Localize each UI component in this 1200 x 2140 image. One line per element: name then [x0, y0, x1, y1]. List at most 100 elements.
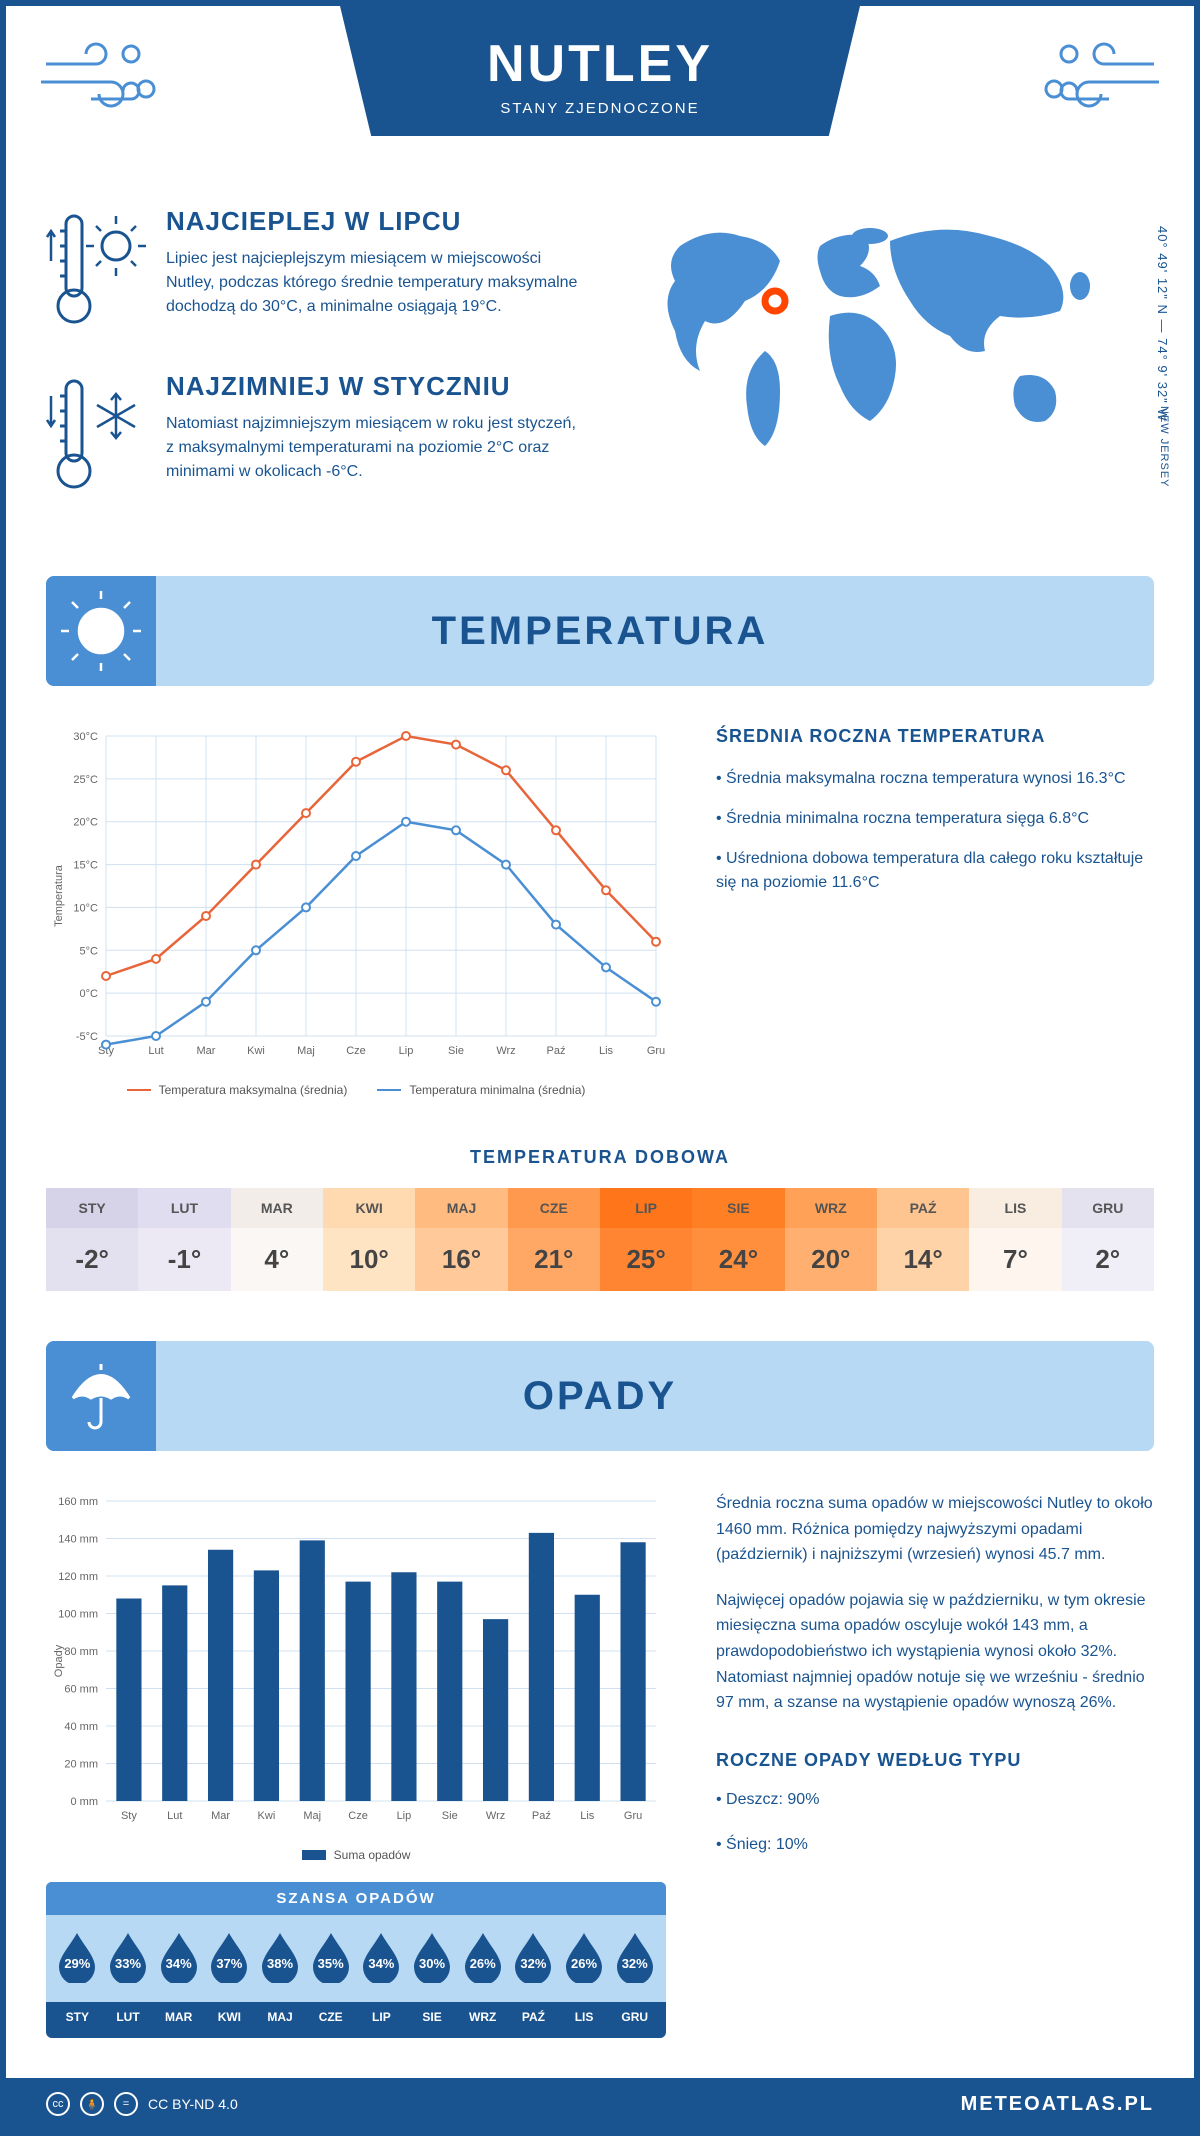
license-text: CC BY-ND 4.0 — [148, 2096, 238, 2112]
svg-text:40 mm: 40 mm — [64, 1721, 98, 1733]
svg-text:140 mm: 140 mm — [58, 1534, 98, 1546]
thermometer-sun-icon — [46, 206, 146, 341]
chance-drop: 37% — [204, 1929, 255, 1988]
coldest-block: NAJZIMNIEJ W STYCZNIU Natomiast najzimni… — [46, 371, 580, 506]
precipitation-bar-chart: 0 mm 20 mm 40 mm 60 mm 80 mm 100 mm 120 mm 140 … — [46, 1491, 666, 1862]
daily-cell: PAŹ14° — [877, 1188, 969, 1291]
thermometer-snow-icon — [46, 371, 146, 506]
page-title: NUTLEY — [340, 34, 860, 94]
title-banner: NUTLEY STANY ZJEDNOCZONE — [340, 6, 860, 136]
svg-text:Maj: Maj — [297, 1045, 315, 1057]
chance-drop: 35% — [305, 1929, 356, 1988]
location-marker — [765, 291, 785, 311]
svg-text:80 mm: 80 mm — [64, 1646, 98, 1658]
svg-text:Sie: Sie — [448, 1045, 464, 1057]
daily-cell: GRU2° — [1062, 1188, 1154, 1291]
svg-text:Sty: Sty — [121, 1810, 137, 1822]
svg-text:160 mm: 160 mm — [58, 1496, 98, 1508]
umbrella-icon — [46, 1341, 156, 1451]
svg-text:Cze: Cze — [348, 1810, 368, 1822]
svg-text:20°C: 20°C — [73, 817, 98, 829]
chance-drop: 34% — [153, 1929, 204, 1988]
legend-min: Temperatura minimalna (średnia) — [377, 1083, 585, 1097]
precip-type-rain: • Deszcz: 90% — [716, 1787, 1154, 1813]
svg-text:Cze: Cze — [346, 1045, 366, 1057]
chance-drop: 34% — [356, 1929, 407, 1988]
chance-drop: 29% — [52, 1929, 103, 1988]
svg-text:20 mm: 20 mm — [64, 1759, 98, 1771]
chance-drop: 32% — [508, 1929, 559, 1988]
daily-cell: STY-2° — [46, 1188, 138, 1291]
chance-drop: 33% — [103, 1929, 154, 1988]
daily-temp-title: TEMPERATURA DOBOWA — [6, 1147, 1194, 1168]
page-footer: cc 🧍 = CC BY-ND 4.0 METEOATLAS.PL — [6, 2078, 1194, 2130]
svg-text:60 mm: 60 mm — [64, 1684, 98, 1696]
chance-month-label: GRU — [609, 2010, 660, 2024]
wind-icon — [1034, 34, 1164, 129]
daily-cell: MAR4° — [231, 1188, 323, 1291]
svg-text:Mar: Mar — [197, 1045, 216, 1057]
precip-text-1: Średnia roczna suma opadów w miejscowośc… — [716, 1491, 1154, 1568]
legend-max: Temperatura maksymalna (średnia) — [127, 1083, 348, 1097]
temperature-line-chart: -5°C0°C5°C10°C15°C20°C25°C30°CStyLutMarK… — [46, 726, 666, 1097]
warmest-block: NAJCIEPLEJ W LIPCU Lipiec jest najcieple… — [46, 206, 580, 341]
page-header: NUTLEY STANY ZJEDNOCZONE — [6, 6, 1194, 176]
svg-text:0 mm: 0 mm — [71, 1796, 99, 1808]
avg-temp-p2: • Średnia minimalna roczna temperatura s… — [716, 807, 1154, 831]
coldest-title: NAJZIMNIEJ W STYCZNIU — [166, 371, 580, 402]
region-label: NEW JERSEY — [1158, 406, 1170, 488]
svg-text:30°C: 30°C — [73, 731, 98, 743]
svg-text:100 mm: 100 mm — [58, 1609, 98, 1621]
chance-drop: 32% — [609, 1929, 660, 1988]
wind-icon — [36, 34, 166, 129]
daily-temp-table: STY-2°LUT-1°MAR4°KWI10°MAJ16°CZE21°LIP25… — [46, 1188, 1154, 1291]
avg-temp-p1: • Średnia maksymalna roczna temperatura … — [716, 767, 1154, 791]
svg-text:Lis: Lis — [580, 1810, 595, 1822]
svg-text:Mar: Mar — [211, 1810, 230, 1822]
svg-text:Maj: Maj — [303, 1810, 321, 1822]
nd-icon: = — [114, 2092, 138, 2116]
svg-text:-5°C: -5°C — [76, 1031, 98, 1043]
site-name: METEOATLAS.PL — [961, 2093, 1154, 2116]
chance-month-label: STY — [52, 2010, 103, 2024]
chance-month-label: KWI — [204, 2010, 255, 2024]
precip-type-snow: • Śnieg: 10% — [716, 1832, 1154, 1858]
svg-text:Wrz: Wrz — [486, 1810, 505, 1822]
chance-month-label: LIS — [559, 2010, 610, 2024]
svg-text:25°C: 25°C — [73, 774, 98, 786]
warmest-title: NAJCIEPLEJ W LIPCU — [166, 206, 580, 237]
avg-temp-title: ŚREDNIA ROCZNA TEMPERATURA — [716, 726, 1154, 747]
svg-text:0°C: 0°C — [80, 988, 99, 1000]
chance-month-label: SIE — [407, 2010, 458, 2024]
precip-type-title: ROCZNE OPADY WEDŁUG TYPU — [716, 1746, 1154, 1775]
chance-month-label: LIP — [356, 2010, 407, 2024]
svg-text:Gru: Gru — [647, 1045, 665, 1057]
daily-cell: CZE21° — [508, 1188, 600, 1291]
svg-text:Lut: Lut — [148, 1045, 163, 1057]
svg-text:Gru: Gru — [624, 1810, 642, 1822]
svg-text:120 mm: 120 mm — [58, 1571, 98, 1583]
svg-text:Kwi: Kwi — [247, 1045, 265, 1057]
chance-month-label: LUT — [103, 2010, 154, 2024]
svg-text:Paź: Paź — [547, 1045, 566, 1057]
daily-cell: KWI10° — [323, 1188, 415, 1291]
svg-text:15°C: 15°C — [73, 860, 98, 872]
daily-cell: LIS7° — [969, 1188, 1061, 1291]
chance-drop: 26% — [559, 1929, 610, 1988]
svg-text:Paź: Paź — [532, 1810, 551, 1822]
svg-text:Lut: Lut — [167, 1810, 182, 1822]
by-icon: 🧍 — [80, 2092, 104, 2116]
sun-icon — [46, 576, 156, 686]
warmest-text: Lipiec jest najcieplejszym miesiącem w m… — [166, 247, 580, 319]
chance-month-label: MAJ — [255, 2010, 306, 2024]
cc-icon: cc — [46, 2092, 70, 2116]
daily-cell: SIE24° — [692, 1188, 784, 1291]
avg-temp-p3: • Uśredniona dobowa temperatura dla całe… — [716, 847, 1154, 895]
chance-month-label: WRZ — [457, 2010, 508, 2024]
daily-cell: MAJ16° — [415, 1188, 507, 1291]
chance-month-label: CZE — [305, 2010, 356, 2024]
svg-text:5°C: 5°C — [80, 945, 99, 957]
temperature-banner: TEMPERATURA — [46, 576, 1154, 686]
page-subtitle: STANY ZJEDNOCZONE — [340, 100, 860, 117]
chance-drop: 38% — [255, 1929, 306, 1988]
